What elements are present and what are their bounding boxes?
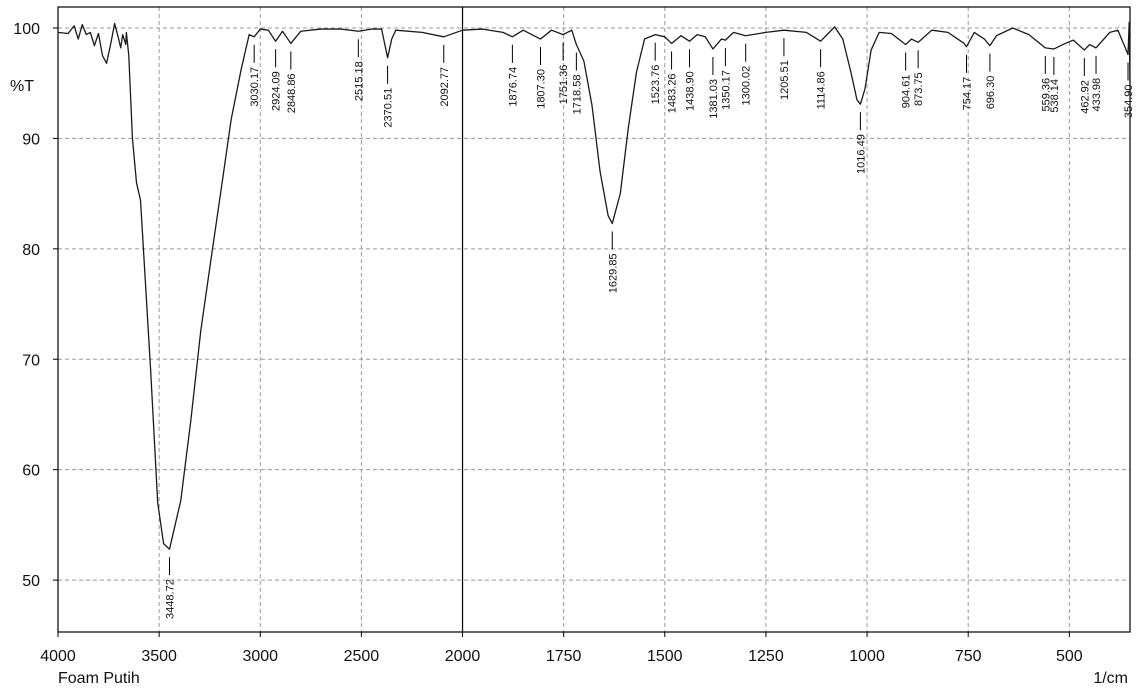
x-tick-label: 2000 <box>445 648 481 665</box>
peak-label: 1016.49 <box>855 134 867 174</box>
peak-label: 904.61 <box>901 75 913 109</box>
x-tick-label: 1750 <box>546 648 582 665</box>
y-tick-label: 50 <box>22 573 40 590</box>
peak-label: 433.98 <box>1091 78 1103 112</box>
peak-label: 3448.72 <box>165 579 177 619</box>
x-tick-label: 1000 <box>849 648 885 665</box>
peak-label: 559.36 <box>1040 78 1052 112</box>
peak-label: 1114.86 <box>816 71 828 109</box>
peak-label: 354.90 <box>1123 84 1135 118</box>
peak-label: 1381.03 <box>708 79 720 119</box>
peak-label: 1876.74 <box>507 67 519 107</box>
peak-label: 1751.36 <box>558 65 570 105</box>
x-tick-label: 3500 <box>141 648 177 665</box>
x-tick-label: 2500 <box>344 648 380 665</box>
plot-frame <box>57 6 1131 633</box>
peak-label: 2924.09 <box>271 71 283 111</box>
peak-label: 1205.51 <box>779 60 791 100</box>
peak-label: 1629.85 <box>607 253 619 293</box>
peak-label: 1523.76 <box>650 65 662 105</box>
peak-label: 538.14 <box>1049 79 1061 113</box>
peak-label: 2370.51 <box>383 88 395 128</box>
peak-label: 2092.77 <box>439 67 451 107</box>
y-tick-label: 70 <box>22 352 40 369</box>
x-axis-label: 1/cm <box>1093 670 1128 687</box>
peak-label: 1807.30 <box>535 69 547 109</box>
y-tick-label: 80 <box>22 242 40 259</box>
x-tick-label: 1500 <box>647 648 683 665</box>
peak-label: 462.92 <box>1079 80 1091 114</box>
peak-label: 696.30 <box>985 76 997 110</box>
peak-label: 1350.17 <box>720 70 732 110</box>
x-tick-label: 1250 <box>748 648 784 665</box>
peak-label: 2848.86 <box>286 73 298 113</box>
x-tick-label: 3000 <box>242 648 278 665</box>
peak-label: 873.75 <box>913 72 925 106</box>
sample-name: Foam Putih <box>58 670 140 687</box>
y-tick-label: 100 <box>13 21 40 38</box>
x-tick-label: 4000 <box>40 648 76 665</box>
y-tick-label: 60 <box>22 463 40 480</box>
peak-label: 1718.58 <box>571 75 583 115</box>
spectrum-line <box>57 21 1131 550</box>
peak-label: 2515.18 <box>353 61 365 101</box>
x-tick-label: 500 <box>1056 648 1083 665</box>
peak-label: 1483.26 <box>667 73 679 113</box>
x-tick-label: 750 <box>955 648 982 665</box>
peak-label: 3030.17 <box>249 67 261 107</box>
y-axis-label: %T <box>10 78 34 95</box>
peak-label: 1300.02 <box>741 66 753 106</box>
peak-label: 1438.90 <box>685 71 697 111</box>
y-tick-label: 90 <box>22 131 40 148</box>
peak-label: 754.17 <box>962 77 974 111</box>
